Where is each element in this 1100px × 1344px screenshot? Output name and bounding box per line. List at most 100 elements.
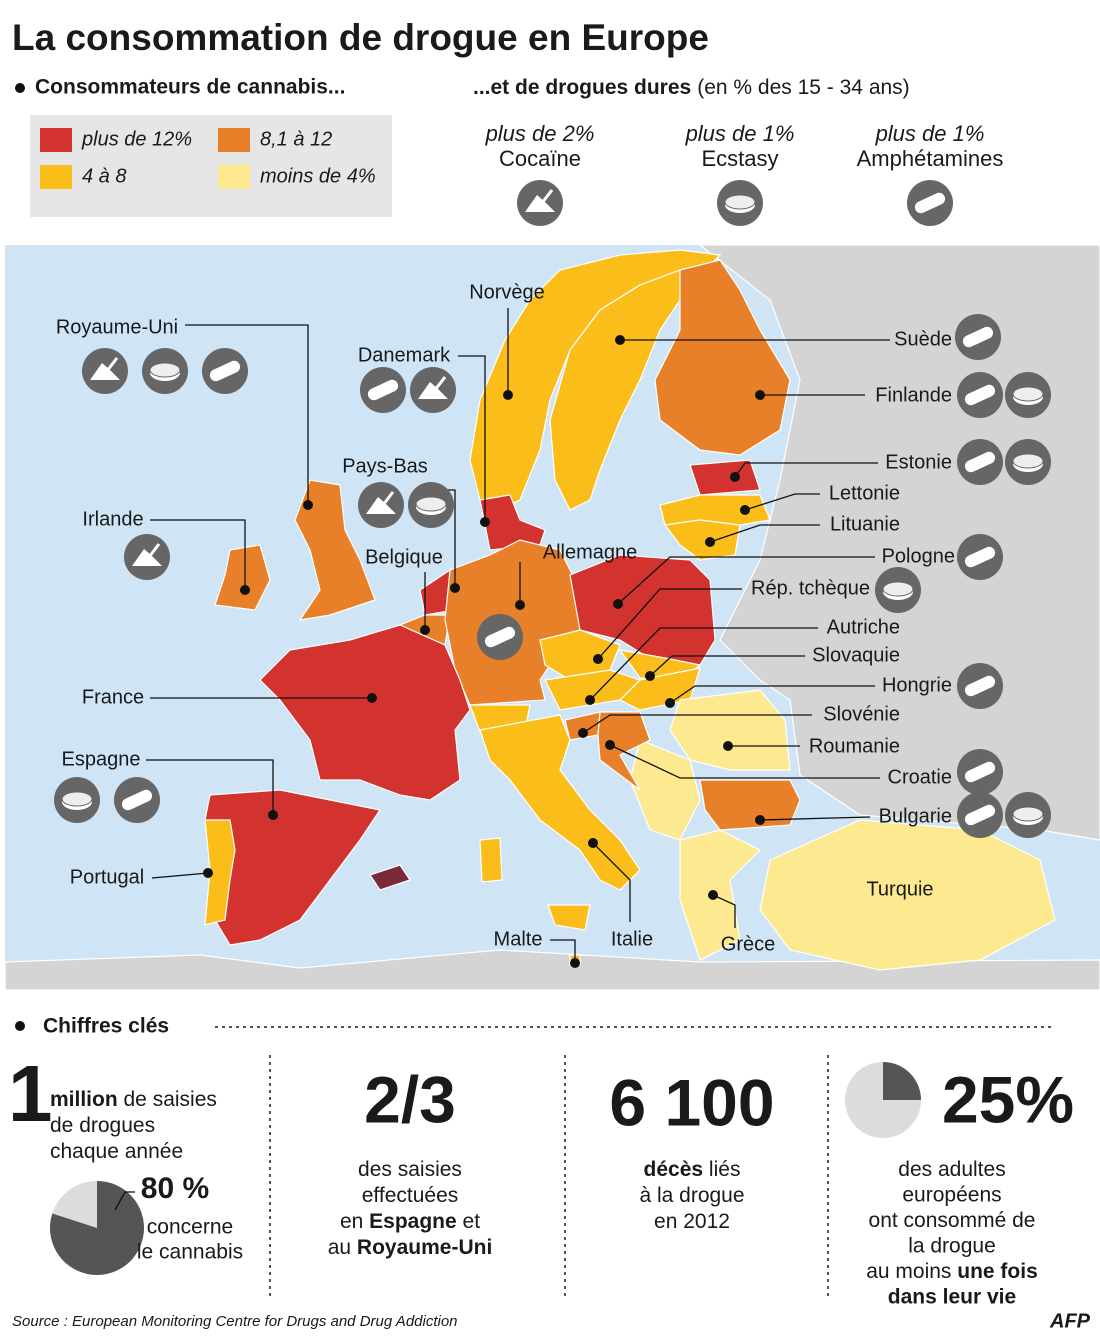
leader-line xyxy=(669,685,875,704)
leader-line xyxy=(146,759,274,815)
bullet xyxy=(15,83,25,93)
figure-text: en Espagne et xyxy=(340,1210,480,1233)
figure-text: de drogues xyxy=(50,1114,155,1137)
icon-pill-top xyxy=(149,362,181,378)
country-dot xyxy=(605,740,615,750)
pie-label: 25% xyxy=(942,1062,1074,1136)
drug-icon xyxy=(957,534,1003,580)
country-label: Finlande xyxy=(875,384,952,406)
drug-threshold: plus de 1% xyxy=(685,121,795,146)
text-segment: Royaume-Uni xyxy=(357,1236,492,1259)
country-dot xyxy=(593,654,603,664)
country-dot xyxy=(588,838,598,848)
country xyxy=(669,689,791,771)
figure-text: au Royaume-Uni xyxy=(328,1236,493,1259)
country-label: France xyxy=(82,686,144,708)
drug-threshold: plus de 1% xyxy=(875,121,985,146)
drug-threshold: plus de 2% xyxy=(485,121,595,146)
leader-line xyxy=(582,714,812,734)
country xyxy=(214,544,271,611)
country-dot xyxy=(755,815,765,825)
leader-line xyxy=(709,524,820,543)
heading-bold: ...et de drogues dures xyxy=(473,76,691,99)
icon-capsule xyxy=(964,546,996,568)
land xyxy=(4,949,1100,991)
country-label: Estonie xyxy=(885,451,952,473)
text-segment: au xyxy=(328,1236,357,1259)
text-segment: de saisies xyxy=(118,1088,217,1111)
hard-drugs-heading: ...et de drogues dures (en % des 15 - 34 … xyxy=(473,76,910,99)
country-label: Turquie xyxy=(866,878,933,900)
text-segment: des saisies xyxy=(358,1158,462,1181)
country-dot xyxy=(268,810,278,820)
pie-caption: concerne xyxy=(147,1216,233,1239)
country-label: Irlande xyxy=(82,508,143,530)
legend-swatch xyxy=(218,128,250,152)
country-dot xyxy=(708,890,718,900)
icon-pill-top xyxy=(1012,806,1044,822)
icon-powder xyxy=(525,195,555,212)
icon-pill-top xyxy=(415,496,447,512)
icon-pill-top xyxy=(724,194,756,210)
figure-number: 6 100 xyxy=(609,1065,774,1139)
figure-text: au moins une fois xyxy=(866,1260,1038,1283)
country-dot xyxy=(303,500,313,510)
figure-text: chaque année xyxy=(50,1140,183,1163)
country-label: Slovénie xyxy=(823,703,900,725)
leader-line xyxy=(759,816,871,821)
annotations: plus de 12% 8,1 à 12 4 à 8 moins de 4% plus … xyxy=(8,121,1091,1332)
text-segment: européens xyxy=(902,1183,1001,1206)
country-label: Croatie xyxy=(888,766,952,788)
country xyxy=(569,554,716,666)
drug-icon xyxy=(358,482,404,528)
drug-name: Ecstasy xyxy=(701,146,778,171)
legend-label: plus de 12% xyxy=(81,128,192,150)
icon-powder xyxy=(132,549,162,566)
drug-icon xyxy=(360,367,406,413)
country-dot xyxy=(420,625,430,635)
text-segment: ont consommé de xyxy=(869,1209,1036,1232)
icon-pill-top xyxy=(1012,453,1044,469)
icon-capsule xyxy=(964,384,996,406)
drug-icon xyxy=(517,180,563,226)
country-label: Espagne xyxy=(62,748,141,770)
icon-straw xyxy=(381,491,395,506)
leader-line xyxy=(609,744,880,779)
section-heading: Chiffres clés xyxy=(43,1015,169,1038)
leader-line xyxy=(185,324,309,505)
icon-capsule xyxy=(964,451,996,473)
country-label: Italie xyxy=(611,928,653,950)
country-dot xyxy=(240,585,250,595)
country-dot xyxy=(730,472,740,482)
drug-icon xyxy=(1005,439,1051,485)
leader-line xyxy=(734,462,878,478)
country-dot xyxy=(450,583,460,593)
country-label: Portugal xyxy=(70,866,145,888)
drug-icon xyxy=(955,314,1001,360)
country-label: Norvège xyxy=(469,281,545,303)
text-segment: en xyxy=(340,1210,369,1233)
icon-straw xyxy=(433,376,447,391)
icon-capsule xyxy=(484,626,516,648)
drug-icon xyxy=(957,749,1003,795)
icon-pill-top xyxy=(61,791,93,807)
country-dot xyxy=(367,693,377,703)
country-label: Lituanie xyxy=(830,513,900,535)
country xyxy=(689,459,761,496)
leader-line xyxy=(550,939,576,963)
country xyxy=(654,259,791,456)
drug-icon xyxy=(124,534,170,580)
icon-capsule xyxy=(964,675,996,697)
figure-text: million de saisies xyxy=(50,1088,217,1111)
icon-powder xyxy=(366,497,396,514)
pie-caption: le cannabis xyxy=(137,1241,243,1264)
legend-label: 4 à 8 xyxy=(82,165,126,187)
legend-label: moins de 4% xyxy=(260,165,376,187)
leader-line xyxy=(649,655,805,677)
bullet xyxy=(15,1021,25,1031)
country-dot xyxy=(705,537,715,547)
drug-icon xyxy=(202,348,248,394)
heading-note: (en % des 15 - 34 ans) xyxy=(697,76,909,99)
pie-label: 80 % xyxy=(141,1172,209,1205)
